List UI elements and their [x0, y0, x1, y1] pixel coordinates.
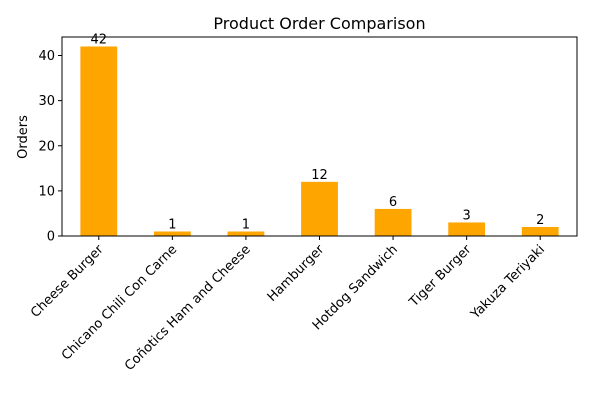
bar: [374, 208, 412, 236]
bar-value-label: 1: [242, 217, 250, 232]
bar-value-label: 2: [536, 213, 544, 228]
y-tick-label: 10: [38, 184, 55, 199]
bar-value-label: 12: [311, 168, 328, 183]
plot-frame: [61, 36, 578, 237]
bar: [80, 46, 118, 236]
y-tick-label: 40: [38, 49, 55, 64]
bars-group: [80, 46, 559, 236]
bar: [521, 226, 559, 236]
bar-value-label: 42: [91, 32, 108, 47]
x-tick-label: Cheese Burger: [28, 242, 107, 321]
bar-value-label: 1: [168, 217, 176, 232]
bar: [448, 222, 486, 236]
x-tick-label: Tiger Burger: [406, 242, 475, 311]
bar: [153, 231, 191, 236]
x-tick-label: Hamburger: [265, 242, 328, 305]
bar: [227, 231, 265, 236]
y-tick-label: 0: [47, 230, 55, 245]
x-tick-label: Coñotics Ham and Cheese: [122, 242, 254, 374]
x-tick-label: Yakuza Teriyaki: [467, 242, 548, 323]
bar-value-label: 6: [389, 195, 397, 210]
bar: [301, 181, 338, 236]
y-tick-label: 30: [38, 94, 55, 109]
y-axis-label: Orders: [16, 115, 31, 159]
bar-value-label: 3: [463, 208, 471, 223]
y-axis: 0 10 20 30 40: [38, 49, 62, 245]
y-tick-label: 20: [38, 139, 55, 154]
value-labels-group: 42 1 1 12 6 3 2: [91, 32, 545, 232]
chart-title: Product Order Comparison: [213, 14, 425, 33]
